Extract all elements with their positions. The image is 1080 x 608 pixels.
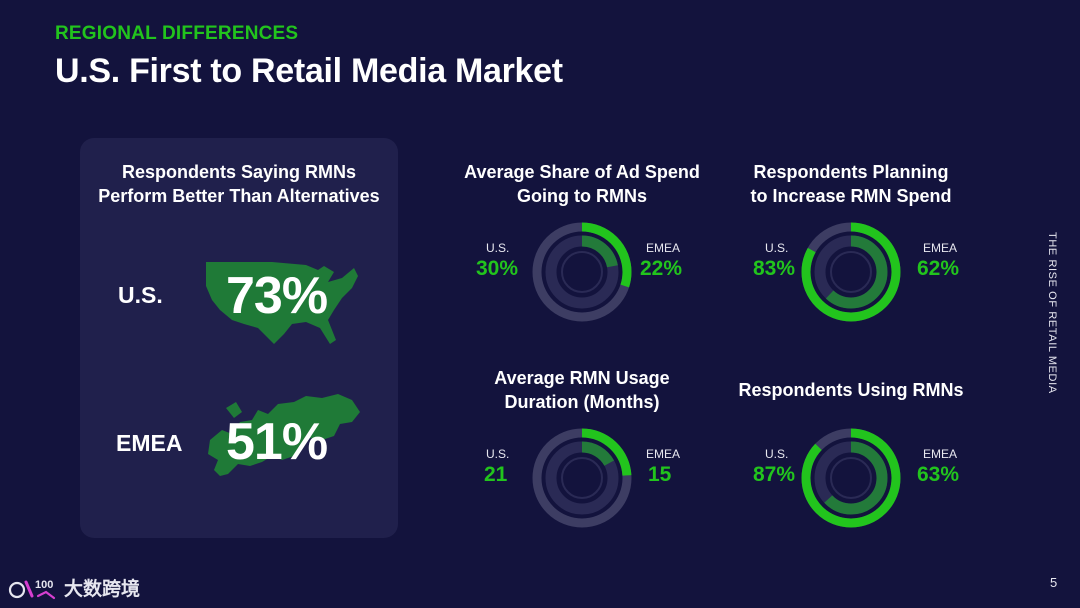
metric-title-line-1: Respondents Planning [753,162,949,182]
panel-heading: Respondents Saying RMNs Perform Better T… [80,160,398,208]
ad-spend-ring-chart [532,222,632,322]
metric-increase-spend: Respondents Planning to Increase RMN Spe… [731,160,971,370]
brand-name: 大数跨境 [64,578,141,600]
brand-logo: 100 大数跨境 [8,572,140,602]
emea-label: EMEA [116,430,183,456]
us-ring-fill [532,428,632,528]
emea-label: EMEA [646,241,681,255]
emea-value: 15 [648,463,672,486]
us-label: U.S. [765,241,789,255]
ring-core [830,457,872,499]
brand-mark-icon: 100 [8,579,56,600]
metric-title: Average RMN Usage Duration (Months) [462,366,702,414]
emea-ring-fill [814,235,888,309]
us-value: 21 [484,463,508,486]
metric-using-rmns: Respondents Using RMNs U.S. 87% EMEA 63% [731,366,971,576]
emea-label: EMEA [646,447,681,461]
increase-spend-ring-chart [801,222,901,322]
metric-title: Average Share of Ad Spend Going to RMNs [462,160,702,208]
metric-title-line-2: to Increase RMN Spend [750,186,952,206]
us-ring-fill [801,222,901,322]
rmn-performance-panel: Respondents Saying RMNs Perform Better T… [80,138,398,538]
emea-map-icon [208,394,360,476]
metric-title-line-1: Average RMN Usage [494,368,670,388]
emea-label: EMEA [923,241,958,255]
us-label: U.S. [486,241,510,255]
panel-heading-line-1: Respondents Saying RMNs [121,162,357,182]
metric-title: Respondents Planning to Increase RMN Spe… [731,160,971,208]
us-value: 73% [226,267,328,325]
report-side-tag: THE RISE OF RETAIL MEDIA [1046,232,1058,394]
metric-title-line-2: Going to RMNs [517,186,647,206]
emea-ring-fill [545,441,619,515]
us-label: U.S. [118,282,163,308]
us-label: U.S. [486,447,510,461]
emea-ring-fill [545,235,619,309]
us-ring-fill [532,222,632,322]
us-value: 87% [753,463,796,486]
page-number: 5 [1050,575,1058,590]
metric-title-line-1: Average Share of Ad Spend [464,162,700,182]
ring-core [830,251,872,293]
ring-core [561,457,603,499]
usage-duration-ring-chart [532,428,632,528]
emea-value: 51% [226,413,328,471]
us-ring-fill [801,428,901,528]
metric-title-line-1: Respondents Using RMNs [738,380,964,400]
page-title: U.S. First to Retail Media Market [55,52,563,90]
emea-ring-fill [814,441,888,515]
panel-heading-line-2: Perform Better Than Alternatives [98,186,380,206]
brand-mark-text: 100 [35,579,53,591]
ring-core [561,251,603,293]
us-label: U.S. [765,447,789,461]
metric-usage-duration: Average RMN Usage Duration (Months) U.S.… [462,366,702,576]
section-eyebrow: REGIONAL DIFFERENCES [55,23,299,44]
us-value: 83% [753,257,796,280]
emea-value: 63% [917,463,960,486]
metric-title-line-2: Duration (Months) [504,392,660,412]
emea-value: 62% [917,257,960,280]
using-rmns-ring-chart [801,428,901,528]
emea-value: 22% [640,257,683,280]
us-value: 30% [476,257,519,280]
metric-ad-spend-share: Average Share of Ad Spend Going to RMNs … [462,160,702,370]
us-map-icon [206,262,358,344]
metric-title: Respondents Using RMNs [731,378,971,402]
emea-label: EMEA [923,447,958,461]
